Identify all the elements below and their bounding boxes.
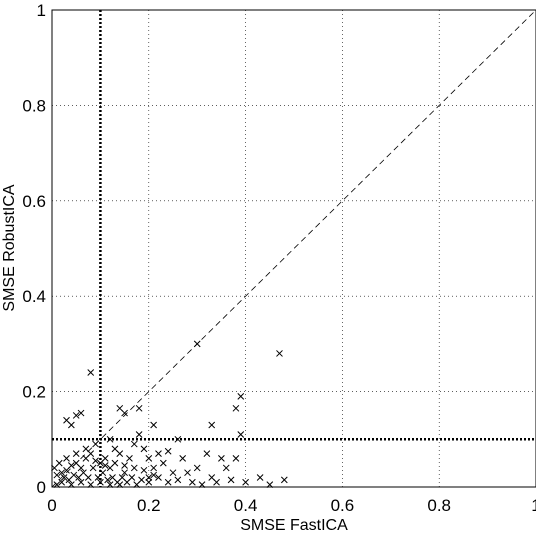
x-tick-labels: 0 0.2 0.4 0.6 0.8 1 bbox=[47, 496, 536, 515]
data-point bbox=[111, 459, 119, 467]
data-point bbox=[237, 393, 245, 400]
data-point bbox=[256, 474, 264, 481]
data-point bbox=[193, 464, 201, 472]
data-point bbox=[97, 478, 104, 486]
data-point bbox=[174, 435, 182, 443]
data-point bbox=[53, 471, 61, 479]
data-point bbox=[101, 462, 109, 469]
data-point bbox=[135, 431, 143, 438]
data-point bbox=[237, 431, 245, 438]
x-tick-label: 0 bbox=[47, 496, 56, 515]
data-point bbox=[184, 469, 191, 477]
data-point bbox=[179, 455, 187, 462]
data-point bbox=[159, 459, 167, 467]
data-point bbox=[155, 474, 162, 481]
data-point bbox=[193, 340, 201, 348]
data-point bbox=[222, 464, 230, 472]
data-point bbox=[92, 440, 99, 448]
data-point bbox=[82, 445, 90, 453]
data-point bbox=[145, 455, 153, 462]
data-point bbox=[242, 478, 249, 486]
data-point bbox=[84, 474, 92, 481]
x-tick-label: 0.2 bbox=[137, 496, 161, 515]
data-points bbox=[51, 340, 288, 488]
data-point bbox=[70, 471, 78, 479]
plot-area-frame bbox=[51, 9, 536, 488]
data-point bbox=[128, 474, 136, 481]
y-axis-label: SMSE RobustICA bbox=[1, 184, 18, 311]
data-point bbox=[55, 459, 63, 467]
data-point bbox=[169, 469, 177, 477]
data-point bbox=[150, 421, 157, 429]
data-point bbox=[87, 369, 95, 376]
data-point bbox=[145, 474, 153, 481]
data-point bbox=[72, 450, 80, 457]
data-point bbox=[164, 447, 172, 455]
data-point bbox=[116, 450, 124, 457]
data-point bbox=[63, 466, 70, 474]
data-point bbox=[140, 445, 148, 453]
y-tick-label: 0 bbox=[37, 478, 46, 497]
x-tick-label: 0.8 bbox=[427, 496, 451, 515]
data-point bbox=[276, 350, 283, 357]
data-point bbox=[121, 469, 128, 477]
data-point bbox=[150, 464, 157, 472]
data-point bbox=[63, 455, 70, 462]
data-point bbox=[106, 435, 114, 443]
data-point bbox=[77, 478, 85, 486]
x-axis-label: SMSE FastICA bbox=[240, 517, 348, 534]
data-point bbox=[280, 476, 288, 484]
data-point bbox=[208, 421, 216, 429]
data-point bbox=[232, 404, 240, 412]
y-tick-labels: 0 0.2 0.4 0.6 0.8 1 bbox=[22, 1, 46, 497]
x-tick-label: 0.6 bbox=[331, 496, 355, 515]
data-point bbox=[58, 478, 66, 486]
data-point bbox=[121, 409, 128, 417]
data-point bbox=[126, 455, 133, 462]
y-tick-label: 1 bbox=[37, 1, 46, 20]
data-point bbox=[60, 474, 68, 481]
data-point bbox=[99, 469, 107, 477]
data-point bbox=[140, 466, 148, 474]
data-point bbox=[213, 478, 220, 486]
data-point bbox=[232, 455, 240, 462]
data-point bbox=[164, 478, 172, 486]
data-point bbox=[130, 464, 138, 472]
data-point bbox=[150, 471, 157, 479]
data-point bbox=[72, 412, 80, 419]
diagonal-reference-line bbox=[51, 9, 536, 488]
data-point bbox=[145, 478, 153, 486]
data-point bbox=[135, 404, 143, 412]
data-point bbox=[68, 421, 75, 429]
data-point bbox=[121, 462, 128, 469]
y-tick-label: 0.2 bbox=[22, 383, 46, 402]
grid bbox=[52, 10, 536, 487]
data-point bbox=[155, 450, 162, 457]
data-point bbox=[92, 457, 99, 465]
data-point bbox=[218, 455, 225, 462]
x-tick-label: 1 bbox=[531, 496, 536, 515]
data-point bbox=[97, 459, 104, 467]
data-point bbox=[138, 476, 145, 484]
reference-lines bbox=[51, 9, 536, 488]
y-tick-label: 0.4 bbox=[22, 287, 46, 306]
data-point bbox=[174, 476, 182, 484]
data-point bbox=[130, 440, 138, 448]
data-point bbox=[77, 409, 85, 417]
data-point bbox=[227, 476, 235, 484]
data-point bbox=[189, 478, 196, 486]
x-tick-label: 0.4 bbox=[234, 496, 258, 515]
data-point bbox=[89, 464, 97, 472]
data-point bbox=[72, 459, 80, 467]
data-point bbox=[203, 450, 211, 457]
y-tick-label: 0.8 bbox=[22, 96, 46, 115]
data-point bbox=[82, 455, 90, 462]
data-point bbox=[58, 469, 66, 477]
y-tick-label: 0.6 bbox=[22, 192, 46, 211]
data-point bbox=[104, 476, 112, 484]
